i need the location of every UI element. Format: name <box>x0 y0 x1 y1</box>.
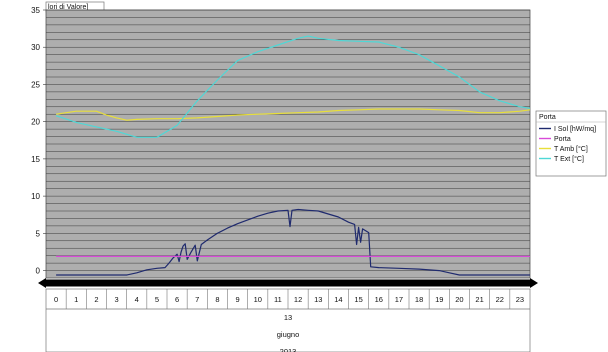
x-tick-label: 19 <box>435 295 443 304</box>
x-tick-label: 13 <box>314 295 322 304</box>
x-tick-label: 20 <box>455 295 463 304</box>
y-tick-label: 10 <box>31 192 40 201</box>
legend-entry: Porta <box>554 136 571 143</box>
series-line-t-amb-c <box>56 108 531 121</box>
y-tick-label: 25 <box>31 80 40 89</box>
x-tick-label: 3 <box>114 295 118 304</box>
y-tick-label: 15 <box>31 155 40 164</box>
x-tick-label: 12 <box>294 295 302 304</box>
x-tick-label: 1 <box>74 295 78 304</box>
x-axis <box>38 278 538 288</box>
x-tick-label: 18 <box>415 295 423 304</box>
legend-title: Porta <box>539 114 556 121</box>
x-tick-label: 17 <box>395 295 403 304</box>
y-tick-label: 35 <box>31 6 40 15</box>
x-tick-label: 7 <box>195 295 199 304</box>
category-labels: 0 1 2 3 4 5 6 7 8 9 10 11 12 13 14 15 16 17 18 19 20 21 22 2313… <box>45 288 531 352</box>
x-tick-label: 14 <box>334 295 342 304</box>
y-tick-label: 0 <box>36 267 41 276</box>
series-group <box>55 35 531 276</box>
x-tick-label: 0 <box>54 295 58 304</box>
x-tick-label: 15 <box>354 295 362 304</box>
y-tick-label: 30 <box>31 43 40 52</box>
x-tick-label: 21 <box>475 295 483 304</box>
x-tick-label: 10 <box>254 295 262 304</box>
x-axis-left-tip <box>38 278 46 288</box>
x-tick-label: 4 <box>135 295 139 304</box>
y-tick-label: 20 <box>31 118 40 127</box>
legend-entry: T Amb [°C] <box>554 145 588 153</box>
x-tick-label: 2 <box>94 295 98 304</box>
y-tick-label: 5 <box>36 229 41 238</box>
x-tick-label: 22 <box>496 295 504 304</box>
x-tick-label: 6 <box>175 295 179 304</box>
legend-entry: I Sol [hW/mq] <box>554 126 596 133</box>
x-axis-right-tip <box>530 278 538 288</box>
series-line-t-ext-c <box>55 35 531 138</box>
category-group-label: 2013 <box>280 347 297 352</box>
x-tick-label: 11 <box>274 295 282 304</box>
category-group-label: giugno <box>277 330 300 339</box>
x-tick-label: 5 <box>155 295 159 304</box>
header-fragment-text: lori di Valore] <box>48 4 88 11</box>
x-tick-label: 23 <box>516 295 524 304</box>
series-line-i-sol-hw-mq <box>56 208 530 276</box>
y-axis: 0 5 10 15 20 25 30 35 <box>31 6 46 276</box>
legend: Porta I Sol [hW/mq] Porta T Amb [°C] T Ext [… <box>535 110 607 177</box>
x-tick-label: 8 <box>215 295 219 304</box>
plot-area <box>45 9 531 279</box>
category-group-label: 13 <box>284 313 292 322</box>
x-tick-label: 16 <box>375 295 383 304</box>
legend-entry: T Ext [°C] <box>554 155 584 163</box>
x-tick-label: 9 <box>235 295 239 304</box>
